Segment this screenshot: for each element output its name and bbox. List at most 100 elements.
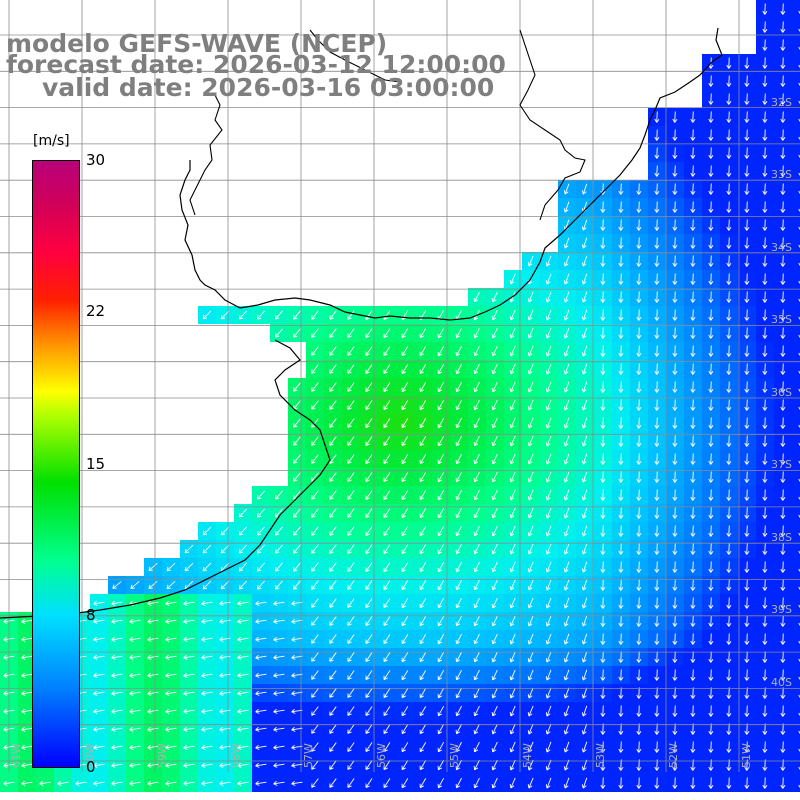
wind-arrow: [329, 490, 337, 500]
wind-arrow: [545, 561, 552, 573]
wind-speed-cell: [792, 738, 800, 756]
wind-arrow: [654, 273, 660, 285]
wind-arrow: [201, 672, 213, 678]
wind-arrow: [527, 327, 534, 339]
wind-arrow: [419, 706, 427, 717]
wind-arrow: [365, 400, 373, 410]
wind-arrow: [419, 598, 427, 609]
wind-arrow: [401, 526, 409, 537]
wind-arrow: [311, 382, 319, 392]
wind-arrow: [419, 580, 427, 591]
wind-arrow: [473, 327, 480, 339]
wind-arrow: [111, 780, 123, 786]
wind-arrow: [708, 165, 714, 177]
wind-arrow: [491, 363, 498, 375]
wind-arrow: [329, 508, 337, 518]
wind-arrow: [708, 327, 714, 339]
latitude-labels: 32S 33S 34S 35S 36S 37S 38S 39S 40S: [771, 96, 792, 689]
wind-arrow: [220, 310, 230, 320]
wind-arrow: [401, 418, 409, 429]
wind-arrow: [455, 507, 462, 519]
wind-arrow: [780, 417, 786, 429]
wind-arrow: [690, 399, 696, 411]
wind-speed-cell: [792, 630, 800, 648]
wind-arrow: [563, 669, 570, 681]
wind-arrow: [600, 255, 606, 267]
coastline-river: [0, 339, 331, 619]
wind-arrow: [275, 526, 283, 536]
wind-arrow: [147, 726, 159, 732]
wind-arrow: [365, 706, 373, 716]
wind-arrow: [311, 742, 319, 752]
wind-arrow: [437, 723, 445, 735]
wind-speed-cell: [792, 720, 800, 738]
wind-arrow: [129, 780, 141, 786]
wind-arrow: [255, 780, 267, 786]
wind-arrow: [600, 525, 606, 537]
longitude-label: 53W: [594, 743, 607, 768]
wind-arrow: [255, 654, 267, 660]
wind-arrow: [527, 525, 534, 537]
wind-arrow: [708, 489, 714, 501]
wind-arrow: [600, 561, 606, 573]
wind-arrow: [509, 633, 516, 645]
wind-arrow: [545, 723, 552, 735]
wind-arrow: [600, 543, 606, 555]
wind-arrow: [744, 147, 750, 159]
wind-arrow: [744, 651, 750, 663]
wind-arrow: [780, 741, 786, 753]
wind-arrow: [762, 183, 768, 195]
wind-arrow: [581, 471, 588, 483]
wind-arrow: [690, 201, 696, 213]
wind-arrow: [491, 687, 498, 699]
wind-arrow: [491, 651, 498, 663]
wind-arrow: [347, 346, 355, 356]
wind-arrow: [618, 255, 624, 267]
wind-arrow: [726, 561, 732, 573]
wind-arrow: [581, 291, 588, 303]
wind-arrow: [165, 618, 177, 624]
wind-arrow: [744, 741, 750, 753]
wind-arrow: [219, 690, 231, 696]
wind-arrow: [581, 345, 588, 357]
wind-arrow: [581, 579, 588, 591]
wind-arrow: [563, 489, 570, 501]
wind-arrow: [563, 345, 570, 357]
wind-arrow: [311, 436, 319, 446]
wind-arrow: [219, 726, 231, 732]
wind-arrow: [762, 579, 768, 591]
wind-arrow: [111, 690, 123, 696]
wind-arrow: [654, 255, 660, 267]
wind-arrow: [744, 705, 750, 717]
wind-speed-cell: [792, 180, 800, 198]
wind-arrow: [545, 291, 552, 303]
wind-arrow: [383, 382, 391, 393]
wind-arrow: [726, 471, 732, 483]
wind-arrow: [726, 147, 732, 159]
wind-arrow: [690, 777, 696, 789]
wind-arrow: [636, 381, 642, 393]
wind-arrow: [744, 687, 750, 699]
wind-arrow: [455, 345, 462, 357]
wind-arrow: [293, 562, 301, 572]
wind-arrow: [600, 777, 606, 789]
wind-arrow: [780, 723, 786, 735]
wind-arrow: [527, 399, 534, 411]
wind-arrow: [654, 471, 660, 483]
wind-arrow: [311, 616, 319, 626]
wind-arrow: [563, 453, 570, 465]
wind-arrow: [780, 525, 786, 537]
wind-arrow: [509, 345, 516, 357]
wind-arrow: [654, 687, 660, 699]
longitude-label: 60W: [83, 743, 96, 768]
wind-arrow: [273, 762, 285, 768]
wind-arrow: [273, 654, 285, 660]
wind-arrow: [219, 744, 231, 750]
wind-arrow: [147, 744, 159, 750]
wind-arrow: [166, 580, 176, 590]
wind-arrow: [545, 273, 552, 285]
wind-arrow: [563, 633, 570, 645]
latitude-label: 35S: [771, 313, 792, 326]
wind-arrow: [780, 705, 786, 717]
wind-arrow: [329, 616, 337, 626]
